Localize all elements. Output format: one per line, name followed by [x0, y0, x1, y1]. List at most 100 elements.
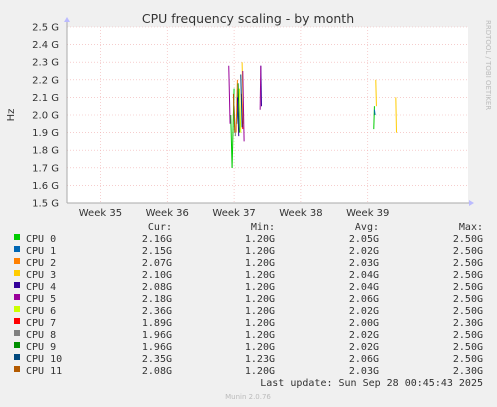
legend-cur: 1.89G	[142, 318, 172, 329]
legend-min: 1.20G	[245, 282, 275, 293]
legend-min: 1.20G	[245, 270, 275, 281]
legend-name: CPU 4	[26, 282, 56, 293]
legend-swatch	[14, 366, 20, 372]
axes	[64, 17, 474, 206]
legend-swatch	[14, 282, 20, 288]
legend-max: 2.50G	[453, 342, 483, 353]
series-lines	[228, 62, 397, 168]
legend-name: CPU 1	[26, 246, 56, 257]
series-line-cpu-11	[232, 93, 236, 133]
legend-cur: 1.96G	[142, 330, 172, 341]
x-tick-label: Week 37	[212, 208, 255, 219]
legend-min: 1.20G	[245, 366, 275, 377]
legend-header-cur: Cur:	[148, 222, 172, 233]
legend-header-min: Min:	[251, 222, 275, 233]
last-update: Last update: Sun Sep 28 00:45:43 2025	[260, 378, 483, 389]
series-line-cpu-1	[373, 109, 376, 116]
y-tick-label: 1.9 G	[32, 128, 59, 139]
legend-avg: 2.04G	[349, 270, 379, 281]
legend-min: 1.23G	[245, 354, 275, 365]
legend-min: 1.20G	[245, 306, 275, 317]
legend-row: CPU 3 2.10G 1.20G 2.04G 2.50G	[14, 270, 483, 281]
legend-max: 2.50G	[453, 330, 483, 341]
legend-name: CPU 7	[26, 318, 56, 329]
legend-max: 2.50G	[453, 258, 483, 269]
y-tick-label: 2.3 G	[32, 58, 59, 69]
series-line-cpu-5	[228, 65, 231, 124]
legend-swatch	[14, 342, 20, 348]
legend-name: CPU 2	[26, 258, 56, 269]
x-axis-ticks: Week 35 Week 36 Week 37 Week 38 Week 39	[79, 208, 390, 219]
legend-min: 1.20G	[245, 234, 275, 245]
legend-cur: 2.07G	[142, 258, 172, 269]
legend-avg: 2.03G	[349, 366, 379, 377]
legend-header-avg: Avg:	[355, 222, 379, 233]
y-tick-label: 1.6 G	[32, 181, 59, 192]
legend-avg: 2.02G	[349, 330, 379, 341]
legend-row: CPU 2 2.07G 1.20G 2.03G 2.50G	[14, 258, 483, 269]
legend-swatch	[14, 306, 20, 312]
series-line-cpu-10	[240, 74, 243, 128]
legend-row: CPU 6 2.36G 1.20G 2.02G 2.50G	[14, 306, 483, 317]
x-tick-label: Week 39	[346, 208, 389, 219]
legend-cur: 2.15G	[142, 246, 172, 257]
legend-avg: 2.02G	[349, 306, 379, 317]
series-line-cpu-3	[395, 97, 397, 133]
legend-avg: 2.06G	[349, 294, 379, 305]
y-axis-label: Hz	[6, 109, 17, 122]
legend-swatch	[14, 234, 20, 240]
legend-row: CPU 11 2.08G 1.20G 2.03G 2.30G	[14, 366, 483, 377]
legend-swatch	[14, 318, 20, 324]
legend-max: 2.50G	[453, 246, 483, 257]
legend-swatch	[14, 270, 20, 276]
legend-avg: 2.03G	[349, 258, 379, 269]
y-tick-label: 2.1 G	[32, 93, 59, 104]
legend-swatch	[14, 354, 20, 360]
legend: Cur: Min: Avg: Max: CPU 0 2.16G 1.20G 2.05G…	[14, 222, 483, 377]
y-axis-ticks: 1.5 G 1.6 G 1.7 G 1.8 G 1.9 G 2.0 G 2.1 G 2.2 G…	[32, 23, 59, 210]
series-line-cpu-5	[259, 65, 262, 110]
rrdtool-credit: RRDTOOL / TOBI OETIKER	[484, 20, 492, 110]
series-line-cpu-6	[238, 88, 242, 133]
legend-name: CPU 0	[26, 234, 56, 245]
legend-min: 1.20G	[245, 246, 275, 257]
series-line-cpu-2	[235, 79, 238, 133]
legend-avg: 2.04G	[349, 282, 379, 293]
x-tick-label: Week 35	[79, 208, 122, 219]
legend-name: CPU 11	[26, 366, 62, 377]
legend-name: CPU 5	[26, 294, 56, 305]
legend-min: 1.20G	[245, 294, 275, 305]
legend-row: CPU 9 1.96G 1.20G 2.02G 2.50G	[14, 342, 483, 353]
legend-max: 2.50G	[453, 270, 483, 281]
y-tick-label: 1.7 G	[32, 163, 59, 174]
legend-max: 2.30G	[453, 366, 483, 377]
series-line-cpu-4	[236, 97, 240, 137]
y-tick-label: 1.5 G	[32, 199, 59, 210]
legend-cur: 2.08G	[142, 366, 172, 377]
legend-cur: 2.16G	[142, 234, 172, 245]
legend-name: CPU 3	[26, 270, 56, 281]
legend-max: 2.50G	[453, 282, 483, 293]
legend-row: CPU 8 1.96G 1.20G 2.02G 2.50G	[14, 330, 483, 341]
legend-cur: 2.10G	[142, 270, 172, 281]
series-line-cpu-9	[237, 83, 240, 133]
series-line-cpu-3	[375, 79, 377, 107]
legend-name: CPU 6	[26, 306, 56, 317]
y-tick-label: 2.5 G	[32, 23, 59, 34]
legend-name: CPU 9	[26, 342, 56, 353]
legend-avg: 2.02G	[349, 342, 379, 353]
grid	[67, 26, 468, 203]
series-line-cpu-5	[242, 70, 245, 142]
legend-max: 2.50G	[453, 354, 483, 365]
legend-swatch	[14, 258, 20, 264]
y-tick-label: 2.0 G	[32, 111, 59, 122]
legend-max: 2.50G	[453, 294, 483, 305]
x-axis-arrow-icon	[469, 200, 474, 206]
legend-row: CPU 5 2.18G 1.20G 2.06G 2.50G	[14, 294, 483, 305]
legend-min: 1.20G	[245, 330, 275, 341]
legend-swatch	[14, 246, 20, 252]
legend-row: CPU 7 1.89G 1.20G 2.00G 2.30G	[14, 318, 483, 329]
legend-avg: 2.05G	[349, 234, 379, 245]
chart-title: CPU frequency scaling - by month	[142, 11, 354, 26]
